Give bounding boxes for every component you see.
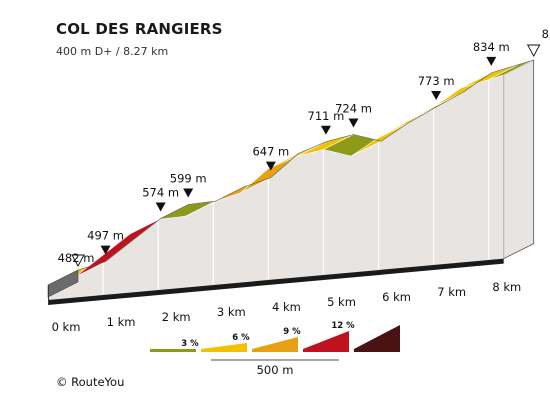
altitude-marker [155, 202, 166, 212]
altitude-marker [431, 91, 442, 101]
copyright-notice: © RouteYou [56, 375, 125, 389]
distance-tick-labels: 0 km 1 km 2 km 3 km 4 km 5 km 6 km 7 km 8 km [52, 280, 522, 334]
altitude-marker [265, 161, 276, 171]
altitude-label: 773 m [418, 74, 455, 88]
legend-gradient-label: 3 % [181, 339, 199, 349]
legend-gradient-swatch [201, 343, 247, 352]
legend-gradient-swatch [303, 331, 349, 352]
distance-tick-label: 5 km [327, 295, 356, 309]
altitude-marker [320, 125, 331, 135]
profile-base-corner [48, 285, 49, 305]
altitude-label: 724 m [335, 101, 372, 115]
distance-tick-label: 1 km [107, 315, 136, 329]
altitude-label: 482 m [58, 251, 95, 265]
legend-gradient-swatch [150, 349, 196, 352]
altitude-marker [486, 56, 497, 66]
distance-tick-label: 0 km [52, 320, 81, 334]
distance-tick-label: 6 km [382, 290, 411, 304]
distance-tick-label: 3 km [217, 305, 246, 319]
altitude-marker [348, 118, 359, 128]
altitude-marker [183, 188, 194, 198]
altitude-label: 574 m [142, 185, 179, 199]
altitude-marker [100, 245, 111, 255]
profile-side-layer [48, 59, 535, 300]
altitude-label: 857 m [542, 27, 550, 41]
distance-tick-label: 7 km [437, 285, 466, 299]
profile-base-slab [48, 258, 504, 305]
altitude-endpoint-marker [526, 44, 541, 57]
legend-gradient-label: 6 % [232, 333, 250, 343]
profile-back-edge [77, 59, 534, 271]
altitude-endpoint-marker [71, 254, 85, 267]
gradient-legend: 3 % 6 % 9 % 12 % 500 m [150, 321, 400, 377]
profile-side-face [48, 75, 504, 300]
altitude-label: 834 m [473, 40, 510, 54]
profile-base-layer [47, 258, 504, 305]
legend-gradient-label: 9 % [283, 327, 301, 337]
altitude-label: 711 m [308, 109, 345, 123]
chart-subtitle: 400 m D+ / 8.27 km [56, 45, 169, 58]
legend-gradient-swatch [252, 337, 298, 352]
altitude-label: 599 m [170, 171, 207, 185]
distance-tick-label: 8 km [492, 280, 521, 294]
chart-title: COL DES RANGIERS [56, 20, 223, 38]
altitude-label: 647 m [252, 145, 289, 159]
distance-tick-label: 4 km [272, 300, 301, 314]
legend-gradient-label: 12 % [331, 321, 355, 331]
altitude-label: 497 m [87, 229, 124, 243]
legend-gradient-swatch [354, 325, 400, 352]
distance-tick-label: 2 km [162, 310, 191, 324]
profile-end-wall [503, 59, 535, 260]
legend-scale-label: 500 m [257, 363, 294, 377]
